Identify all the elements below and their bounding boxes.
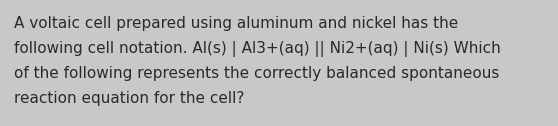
Text: A voltaic cell prepared using aluminum and nickel has the: A voltaic cell prepared using aluminum a… — [14, 16, 458, 31]
Text: reaction equation for the cell?: reaction equation for the cell? — [14, 91, 244, 106]
Text: following cell notation. Al(s) | Al3+(aq) || Ni2+(aq) | Ni(s) Which: following cell notation. Al(s) | Al3+(aq… — [14, 41, 501, 57]
Text: of the following represents the correctly balanced spontaneous: of the following represents the correctl… — [14, 66, 499, 81]
